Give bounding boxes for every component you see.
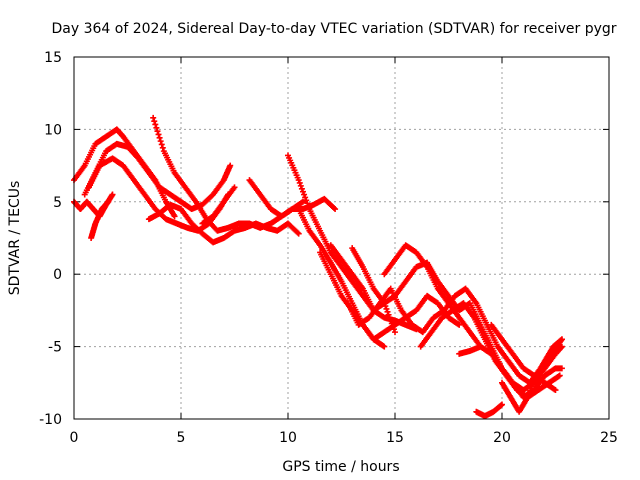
data-point-markers: [349, 245, 398, 336]
series-track-21: [317, 249, 388, 350]
y-tick-labels: -10 -5 0 5 10 15: [39, 50, 62, 428]
grid-lines: [74, 57, 609, 419]
y-tick-label: 10: [44, 122, 62, 138]
y-tick-label: 15: [44, 50, 62, 66]
y-tick-label: 0: [53, 267, 62, 283]
x-axis-label: GPS time / hours: [282, 459, 399, 475]
x-tick-label: 10: [279, 430, 297, 446]
y-tick-label: -5: [48, 340, 62, 356]
y-tick-label: 5: [53, 195, 62, 211]
x-tick-label: 25: [600, 430, 618, 446]
series-track-5: [88, 198, 112, 241]
y-axis-label: SDTVAR / TECUs: [7, 181, 23, 296]
x-tick-label: 5: [177, 430, 186, 446]
series-track-19: [488, 321, 559, 394]
series-track-7: [145, 201, 302, 246]
data-point-markers: [145, 201, 302, 246]
series-track-14: [381, 242, 484, 350]
series-track-8: [246, 177, 306, 220]
x-tick-label: 20: [493, 430, 511, 446]
data-point-markers: [488, 321, 559, 394]
data-point-markers: [317, 249, 388, 350]
series-track-17: [473, 401, 505, 420]
chart-title: Day 364 of 2024, Sidereal Day-to-day VTE…: [51, 21, 616, 37]
x-tick-label: 15: [386, 430, 404, 446]
data-point-markers: [381, 242, 484, 350]
plot-frame: [73, 56, 610, 420]
data-point-markers: [199, 184, 238, 227]
series-track-20: [199, 184, 238, 227]
data-point-markers: [473, 401, 505, 420]
y-tick-label: -10: [39, 412, 62, 428]
x-tick-labels: 0 5 10 15 20 25: [70, 430, 618, 446]
data-point-markers: [88, 198, 112, 241]
x-tick-label: 0: [70, 430, 79, 446]
data-points: [71, 114, 565, 420]
data-point-markers: [246, 177, 306, 220]
series-track-13: [349, 245, 398, 336]
